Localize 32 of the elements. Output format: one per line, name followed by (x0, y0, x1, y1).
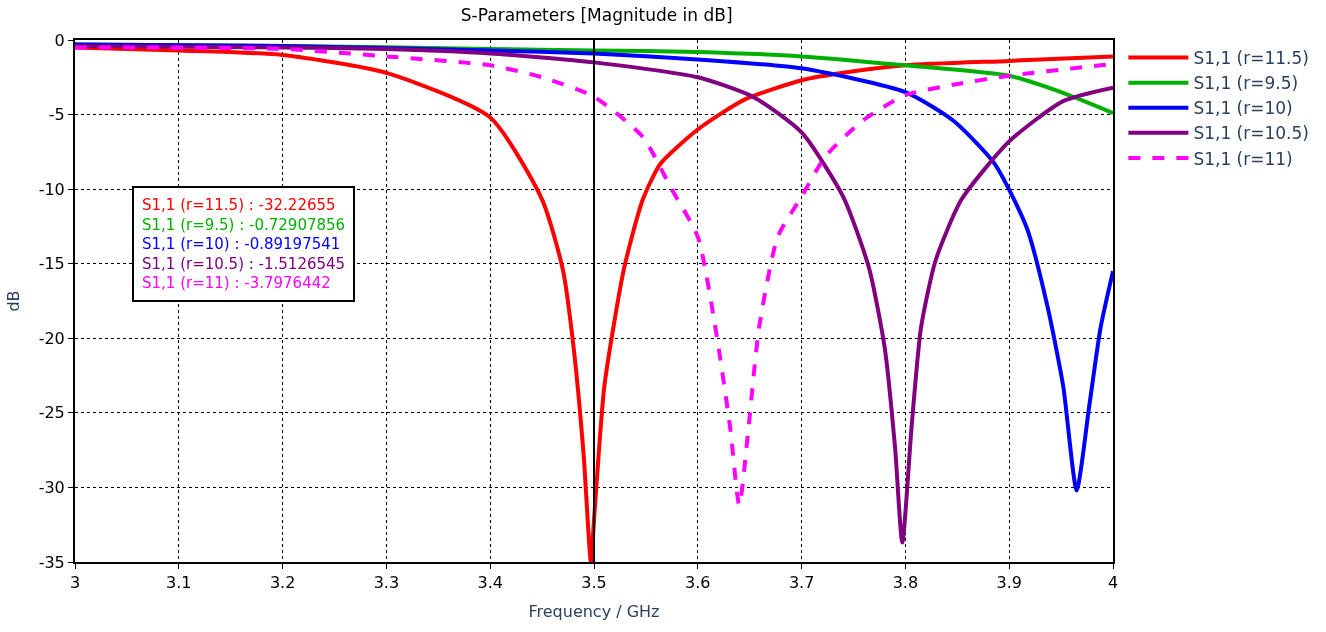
x-tick-label: 3.3 (373, 573, 400, 593)
x-tick-label: 4 (1107, 573, 1119, 593)
x-tick-label: 3.4 (477, 573, 503, 593)
x-tick-label: 3.7 (788, 573, 815, 593)
x-tick-label: 3.6 (685, 573, 711, 593)
annotation: S1,1 (r=10) : -0.89197541 (142, 235, 341, 253)
y-tick-label: -15 (38, 254, 65, 274)
x-axis-title: Frequency / GHz (528, 602, 660, 622)
x-tick-label: 3.9 (996, 573, 1022, 593)
y-tick-label: -20 (38, 328, 65, 348)
legend-label: S1,1 (r=10.5) (1193, 123, 1309, 144)
y-tick-label: -10 (38, 179, 65, 199)
y-tick-label: -25 (38, 403, 65, 423)
y-tick-label: 0 (54, 30, 65, 50)
x-tick-label: 3.2 (269, 573, 296, 593)
annotation: S1,1 (r=11.5) : -32.22655 (142, 196, 336, 214)
chart-title: S-Parameters [Magnitude in dB] (460, 5, 733, 26)
legend-label: S1,1 (r=11) (1193, 148, 1293, 169)
y-tick-label: -5 (48, 105, 65, 125)
annotation: S1,1 (r=9.5) : -0.72907856 (142, 215, 346, 234)
legend-label: S1,1 (r=9.5) (1193, 73, 1299, 94)
x-tick-label: 3.1 (166, 573, 192, 593)
annotation: S1,1 (r=10.5) : -1.5126545 (142, 254, 346, 273)
x-tick-label: 3 (69, 573, 81, 593)
x-tick-label: 3.5 (581, 573, 607, 593)
y-tick-label: -30 (38, 478, 65, 498)
y-tick-label: -35 (38, 552, 65, 572)
legend-label: S1,1 (r=10) (1193, 98, 1293, 119)
annotation: S1,1 (r=11) : -3.7976442 (142, 274, 331, 292)
x-tick-label: 3.8 (892, 573, 919, 593)
y-axis-title: dB (4, 290, 24, 312)
legend-label: S1,1 (r=11.5) (1193, 48, 1309, 69)
